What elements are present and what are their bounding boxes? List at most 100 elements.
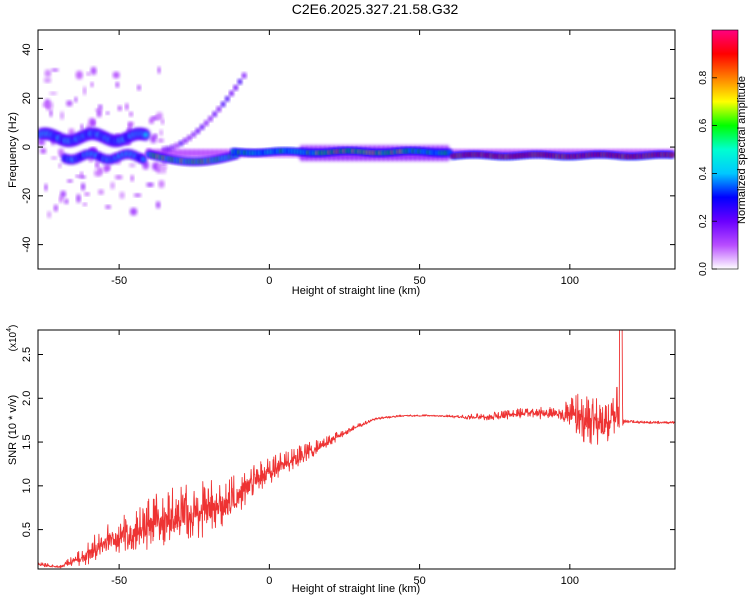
spectral-blob [161,146,167,153]
snr-series-line [38,330,675,569]
spectral-blob [191,131,197,138]
spectral-blob [51,68,59,72]
spectral-blob [119,191,125,199]
spectral-blob [38,139,46,146]
spectral-blob [161,166,167,174]
spectral-blob [155,201,161,209]
x-tick-label: 100 [561,575,579,587]
spectral-blob [170,144,176,151]
spectral-blob [237,78,243,85]
spectral-blob [146,182,154,187]
x-tick-label: -50 [111,275,127,287]
spectral-blob [156,111,163,121]
colorbar-bar [711,29,739,270]
spectral-blob [95,160,100,169]
spectral-blob [127,122,132,132]
spectral-blob [91,119,96,127]
snr-x-ticks: -50 0 50 100 [111,330,579,587]
spectral-blob [105,204,111,210]
y-tick-label: 40 [21,43,33,55]
snr-frame [37,329,676,570]
spectral-blob [97,104,103,110]
spectral-blob [64,198,69,205]
snr-y-scale-base: (x10 [8,331,19,351]
colorbar-ticks: 0.0 0.2 0.4 0.6 0.8 [698,70,717,276]
spectral-blob [161,161,167,166]
spectral-blob [159,129,163,136]
x-tick-label: 50 [413,275,425,287]
colorbar-tick-label: 0.2 [698,214,709,228]
spectrogram-x-ticks: -50 0 50 100 [111,30,579,287]
spectral-blob [106,111,110,115]
spectral-blob [49,91,58,95]
spectral-blob [241,72,247,79]
y-tick-label: -20 [21,188,33,204]
x-tick-label: 0 [266,575,272,587]
snr-marks [38,330,675,569]
spectral-blob [44,69,52,78]
spectral-blob [224,95,230,102]
y-tick-label: 0.5 [21,522,33,537]
spectral-blob [49,109,53,117]
colorbar: 0.0 0.2 0.4 0.6 0.8 Normalized spectral ampl… [698,29,748,276]
spectral-blob [128,163,136,168]
spectral-blob [66,100,73,107]
spectral-blob [165,145,171,152]
colorbar-tick-label: 0.4 [698,166,709,180]
colorbar-tick-label: 0.8 [698,70,709,84]
snr-panel: -50 0 50 100 0.5 1.0 1.5 2.0 2.5 Height of stra… [6,325,676,595]
spectral-blob [98,189,104,195]
spectral-blob [76,193,81,203]
spectral-blob [157,138,164,143]
spectral-blob [110,181,115,190]
spectral-blob [142,131,149,138]
spectral-blob [669,153,674,157]
spectral-blob [229,90,235,97]
x-tick-label: 0 [266,275,272,287]
spectral-blob [80,123,84,131]
y-tick-label: 20 [21,92,33,104]
spectral-blob [59,111,65,120]
spectral-blob [203,120,209,127]
spectral-blob [58,163,62,169]
spectral-blob [216,106,222,113]
spectral-blob [137,84,141,91]
spectral-blob [133,193,142,198]
colorbar-label: Normalized spectral amplitude [736,76,748,224]
spectral-blob [94,169,102,177]
spectral-blob [153,133,158,138]
spectral-blob [195,128,201,135]
spectral-blob [96,109,102,118]
spectral-blob [158,180,165,189]
spectrogram-y-ticks: -40 -20 0 20 40 [21,43,675,253]
spectral-blob [156,163,163,170]
spectral-blob [84,192,90,196]
snr-y-scale-exp: 4 [6,328,13,332]
spectral-blob [129,111,134,117]
figure-title: C2E6.2025.327.21.58.G32 [292,1,459,17]
spectral-blob [104,165,111,171]
spectral-blob [114,175,123,180]
spectral-blob [124,103,129,111]
spectral-blob [47,211,52,219]
spectral-blob [68,128,75,137]
snr-y-ticks: 0.5 1.0 1.5 2.0 2.5 [21,347,675,537]
spectral-blob [44,183,48,192]
snr-y-scale: (x104) [6,325,19,352]
spectral-blob [43,77,52,83]
y-tick-label: -40 [21,237,33,253]
spectral-blob [57,148,65,156]
spectral-blob [90,82,94,88]
spectrogram-frame [37,29,676,270]
spectral-blob [50,156,58,160]
spectral-blob [40,148,47,154]
spectral-blob [60,190,66,198]
spectral-blob [74,96,78,103]
spectral-blob [112,71,120,79]
spectral-blob [129,207,138,216]
spectral-blob [83,86,87,96]
spectral-blob [220,101,226,108]
spectral-blob [233,84,239,91]
spectral-blob [75,70,83,80]
